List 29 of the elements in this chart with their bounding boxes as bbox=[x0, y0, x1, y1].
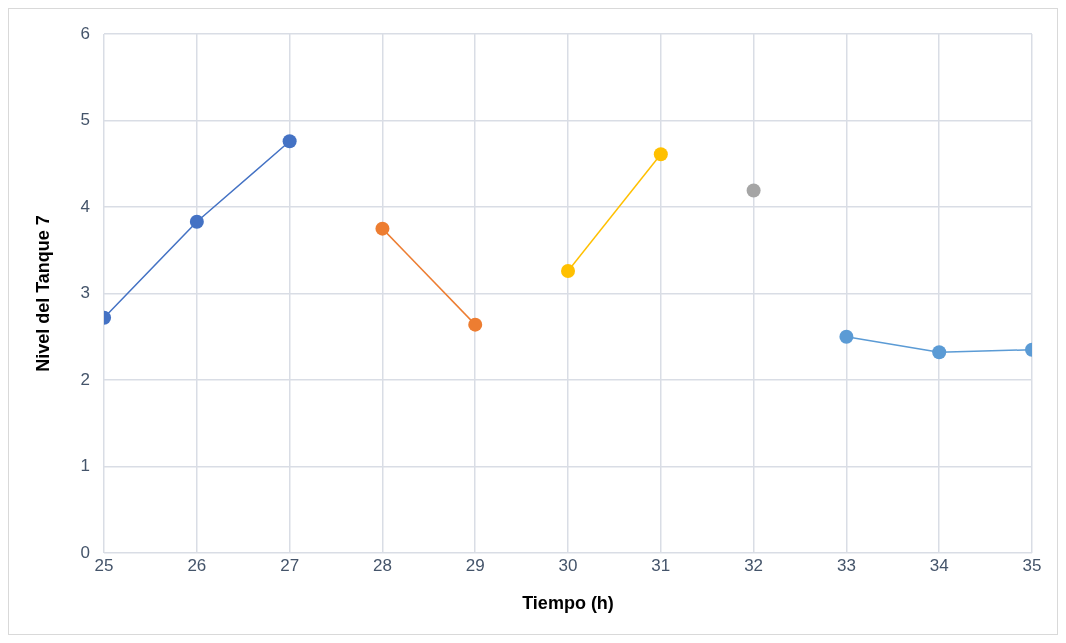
y-axis-title: Nivel del Tanque 7 bbox=[32, 215, 53, 372]
point bbox=[932, 345, 947, 360]
x-tick-label: 32 bbox=[744, 555, 764, 575]
x-tick-label: 26 bbox=[187, 555, 207, 575]
y-tick-label: 2 bbox=[80, 369, 91, 389]
point bbox=[468, 317, 483, 332]
point bbox=[653, 147, 668, 162]
x-tick-label: 29 bbox=[465, 555, 485, 575]
x-tick-label: 28 bbox=[372, 555, 392, 575]
point bbox=[282, 134, 297, 149]
y-tick-label: 4 bbox=[80, 196, 91, 216]
x-tick-label: 30 bbox=[558, 555, 578, 575]
x-tick-label: 25 bbox=[94, 555, 114, 575]
y-tick-label: 1 bbox=[80, 456, 91, 476]
x-tick-label: 27 bbox=[280, 555, 300, 575]
y-tick-label: 6 bbox=[80, 23, 91, 43]
point bbox=[746, 183, 761, 198]
y-tick-label: 0 bbox=[80, 542, 91, 562]
y-tick-label: 5 bbox=[80, 110, 91, 130]
y-tick-label: 3 bbox=[80, 283, 91, 303]
point bbox=[189, 214, 204, 229]
x-tick-label: 31 bbox=[651, 555, 671, 575]
x-tick-label: 34 bbox=[929, 555, 949, 575]
x-tick-label: 35 bbox=[1022, 555, 1042, 575]
x-axis-title: Tiempo (h) bbox=[522, 593, 614, 614]
point bbox=[375, 221, 390, 236]
x-tick-label: 33 bbox=[836, 555, 856, 575]
point bbox=[839, 329, 854, 344]
point bbox=[561, 264, 576, 279]
